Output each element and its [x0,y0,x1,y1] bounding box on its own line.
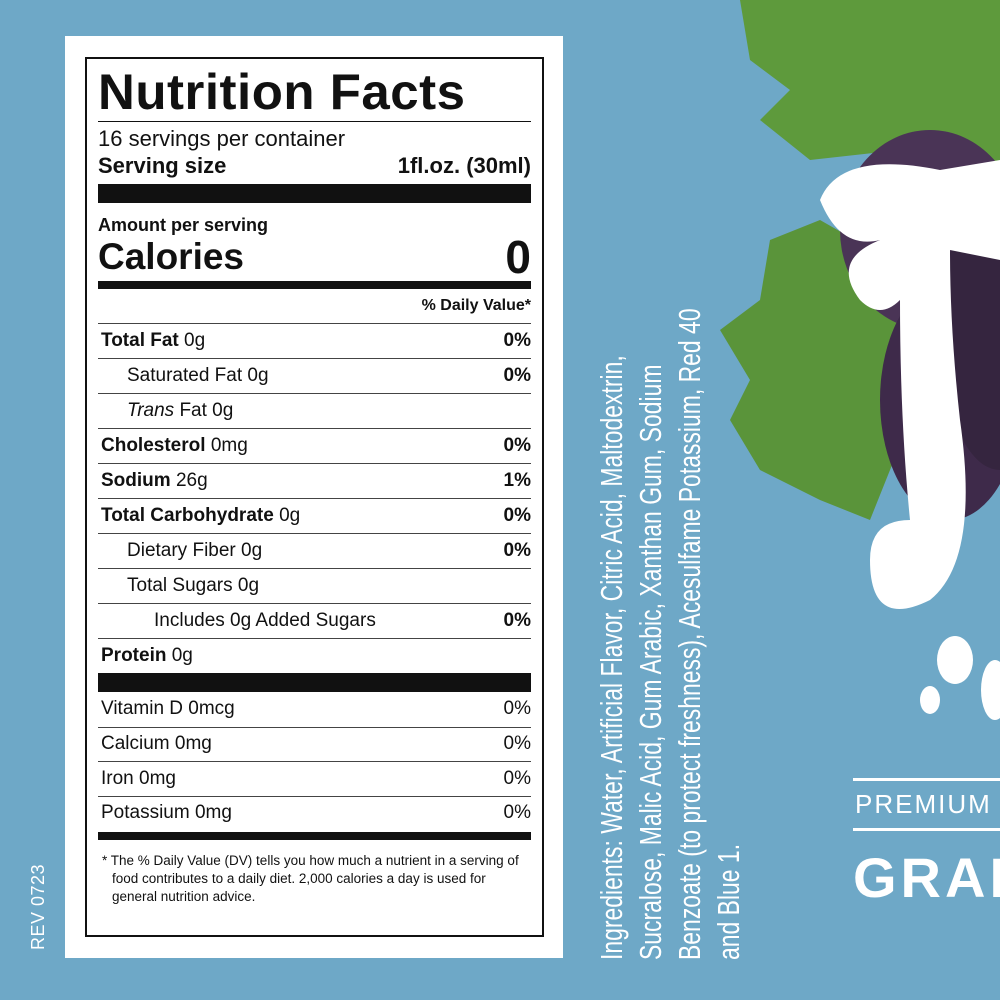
footnote: * The % Daily Value (DV) tells you how m… [102,853,519,904]
calories-label: Calories [98,236,245,277]
brand-block: PREMIUM S GRAP [853,778,1000,910]
calories-value: 0 [505,231,531,283]
nutrient-row: Sodium 26g 1% [98,463,531,498]
ingredients-text: Ingredients: Water, Artificial Flavor, C… [592,30,748,960]
ingredients-line: Sucralose, Malic Acid, Gum Arabic, Xanth… [633,364,668,960]
flavor-name: GRAP [853,846,1000,909]
revision-code: REV 0723 [28,863,48,950]
ingredients-line: and Blue 1. [711,843,746,960]
brand-tagline: PREMIUM S [853,778,1000,831]
vitamin-row: Vitamin D 0mcg 0% [101,698,531,720]
nutrition-title: Nutrition Facts [98,64,466,120]
servings-per-container: 16 servings per container [98,126,346,151]
vitamin-row: Calcium 0mg 0% [98,726,531,762]
nutrient-row: Total Fat 0g 0% [98,323,531,358]
nutrient-row: Trans Fat 0g [98,393,531,428]
divider-thick [98,184,531,203]
serving-size-value: 1fl.oz. (30ml) [397,153,531,178]
nutrient-row: Dietary Fiber 0g 0% [98,533,531,568]
daily-value-header: % Daily Value* [421,297,531,314]
nutrient-row: Saturated Fat 0g 0% [98,358,531,393]
ingredients-line: Benzoate (to protect freshness), Acesulf… [672,308,707,960]
calories: Calories 0 [98,231,531,283]
divider-medium [98,832,531,840]
serving-size-label: Serving size [98,153,227,178]
nutrient-row: Total Sugars 0g [98,568,531,603]
grape-leaf-illustration [720,0,1000,720]
vitamin-row: Iron 0mg 0% [98,761,531,796]
amount-per-serving: Amount per serving [98,215,269,235]
ingredients-line: Ingredients: Water, Artificial Flavor, C… [594,355,629,960]
serving-size: Serving size 1fl.oz. (30ml) [98,152,531,180]
nutrient-row: Total Carbohydrate 0g 0% [98,498,531,533]
divider-thick [98,673,531,692]
nutrient-row: Includes 0g Added Sugars 0% [98,603,531,638]
vitamin-row: Potassium 0mg 0% [98,795,531,831]
nutrient-row: Cholesterol 0mg 0% [98,428,531,463]
nutrition-facts-label: Nutrition Facts 16 servings per containe… [85,57,544,937]
divider-medium [98,281,531,289]
nutrient-row: Protein 0g [98,638,531,673]
